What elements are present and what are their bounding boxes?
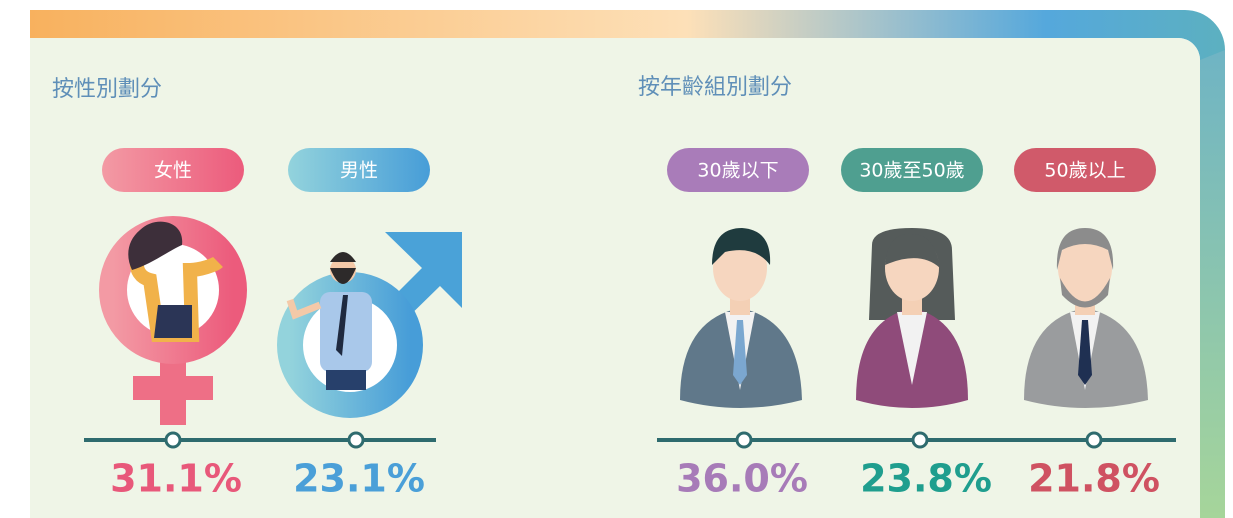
timeline-dot (911, 431, 929, 449)
percentage: 31.1% (110, 457, 242, 501)
section-title: 按年齡組別劃分 (638, 75, 792, 100)
pill (667, 148, 809, 192)
pill (1014, 148, 1156, 192)
section-title: 按性別劃分 (52, 77, 162, 102)
person-senior (1024, 228, 1148, 408)
pill (841, 148, 983, 192)
female-icon (99, 216, 247, 425)
pill (288, 148, 430, 192)
percentage: 21.8% (1028, 457, 1160, 501)
person-young (680, 228, 802, 408)
timeline-dot (1085, 431, 1103, 449)
frame-side (1200, 50, 1225, 518)
pill-label: 男性 (340, 160, 378, 182)
timeline-dot (164, 431, 182, 449)
timeline-dot (347, 431, 365, 449)
person-middle (856, 228, 968, 408)
pill-label: 50歲以上 (1044, 160, 1125, 182)
percentage: 36.0% (676, 457, 808, 501)
percentage: 23.8% (860, 457, 992, 501)
male-icon (277, 232, 462, 418)
timeline-dot (735, 431, 753, 449)
pill (102, 148, 244, 192)
pill-label: 30歲以下 (697, 160, 778, 182)
percentage: 23.1% (293, 457, 425, 501)
pill-label: 30歲至50歲 (859, 160, 964, 182)
pill-label: 女性 (154, 160, 192, 182)
